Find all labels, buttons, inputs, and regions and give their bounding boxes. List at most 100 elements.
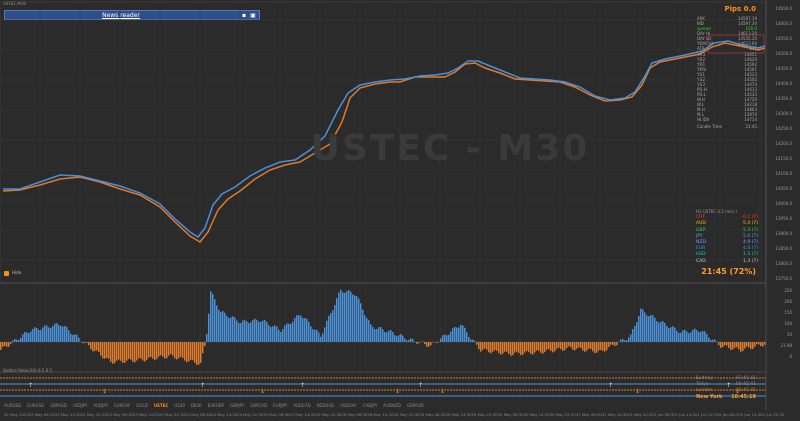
symbol-tab[interactable]: US30 [174,403,185,408]
date-tick: 26 May 22:30 [393,412,420,417]
price-axis-tick: 14500.0 [775,51,792,56]
level-row: Y.PIV 14561 [697,67,757,72]
strength-value: 4.9 (7) [743,240,758,246]
level-value: 14620 [744,57,757,62]
date-tick: 26 May 06:30 [341,412,368,417]
strength-label: NZD [696,240,706,246]
date-tick: 30 May 06:30 [497,412,524,417]
price-axis-tick: 14550.0 [775,36,792,41]
session-arrow: ↑ [28,382,33,389]
symbol-tab[interactable]: AUDJPY [93,403,109,408]
level-row: W.L 14218 [697,102,757,107]
session-highlight-time: 10:45:18 [731,394,756,400]
session-arrow: ↑ [726,382,731,389]
info-value: 100.0 [745,26,757,31]
symbol-tab[interactable]: GBPAUD [406,403,424,408]
level-value: 14863 [744,107,757,112]
info-label: ATR [697,46,705,51]
price-axis-tick: 13850.0 [775,246,792,251]
level-row: M.H 14863 [697,107,757,112]
session-value: 15:45:41 [735,388,756,393]
info-label: BID [697,21,705,26]
date-tick: 31 May 06:30 [575,412,602,417]
price-axis-tick: 14000.0 [775,201,792,206]
date-tick: 30 May 22:30 [549,412,576,417]
date-tick: 24 May 14:30 [211,412,238,417]
level-value: 14714 [744,117,757,122]
candle-time-panel: Candle Time 21:45 [697,124,757,129]
strength-row: EUR 4.6 (7) [696,246,758,252]
minimize-icon[interactable]: ▪ [241,12,247,19]
level-label: W.H [697,97,705,102]
info-row: YDAY HI 14623.60 [697,41,757,46]
strength-row: CAD 1.3 (7) [696,259,758,265]
price-axis-tick: 14600.0 [775,21,792,26]
symbol-tab[interactable]: EURGBP [207,403,225,408]
price-axis-tick: 14650.0 [775,6,792,11]
symbol-watermark: USTEC - M30 [310,128,590,169]
symbol-tab[interactable]: NZDUSD [316,403,335,408]
strength-label: AUD [696,221,706,227]
level-row: Y.S2 14502 [697,77,757,82]
level-label: Y.R3 [697,52,706,57]
level-label: Y.PIV [697,67,707,72]
symbol-tab[interactable]: GBPJPY [230,403,245,408]
currency-strength-panel: H1 USTEC 4.3 (min.) CHF -0.1 (7) AUD 5.4 (7… [696,209,758,265]
info-label: ASK [697,16,705,21]
symbol-tab[interactable]: EURCHF [114,403,131,408]
info-value: 14623.60 [737,41,757,46]
session-label: London [696,388,713,393]
moving-average-orange-line [2,42,766,243]
strength-label: USD [696,252,706,258]
session-arrow: ↓ [635,388,640,395]
strength-value: 5.3 (7) [743,227,758,233]
session-arrow: ↑ [418,382,423,389]
hide-toggle-icon[interactable] [4,270,9,276]
indicator-axis-tick: 200 [784,299,792,304]
price-axis[interactable]: 14650.0 14600.0 14550.0 14500.0 14450.0 14400… [762,0,800,283]
symbol-tab[interactable]: AUDUSD [4,403,22,408]
symbol-tab[interactable]: AUDCAD [293,403,311,408]
hide-label[interactable]: Hide [12,270,22,275]
symbol-tab[interactable]: EURJPY [273,403,288,408]
symbol-tabs[interactable]: AUDUSD EURUSD GBPUSD USDJPY AUDJPY EURCHF GOLD… [0,402,766,410]
symbol-tab[interactable]: USTEC [153,403,169,408]
indicator-histogram [0,289,766,365]
hide-toggle[interactable]: Hide [4,270,21,276]
session-row: London 15:45:41 [696,388,756,394]
level-row: Y.S3 14474 [697,82,757,87]
news-reader-label[interactable]: News reader [102,12,140,19]
strength-label: CAD [696,258,706,264]
pips-readout: Pips 0.0 [724,5,756,13]
symbol-tab[interactable]: USDCHF [340,403,357,408]
news-reader-bar[interactable]: News reader ▪ ▣ [4,10,260,20]
level-value: 14533 [744,72,757,77]
symbol-tab[interactable]: USDJPY [72,403,88,408]
price-axis-tick: 13950.0 [775,216,792,221]
sessions-panel: Sydney 07:45:41 Tokyo 09:45:41 London 15:45:4… [696,376,756,400]
restore-icon[interactable]: ▣ [250,12,256,19]
symbol-tab[interactable]: GOLD [136,403,148,408]
symbol-tab[interactable]: GBPCAD [250,403,268,408]
price-axis-tick: 14150.0 [775,156,792,161]
symbol-tab[interactable]: CADJPY [362,403,378,408]
strength-label: GBP [696,227,706,233]
level-row: Y.R1 14592 [697,62,757,67]
price-axis-tick: 14200.0 [775,141,792,146]
level-label: HI.IDX [697,117,710,122]
info-row: DAY HI 14613.20 [697,31,757,36]
date-tick: 29 May 14:30 [445,412,472,417]
symbol-tab[interactable]: DE40 [190,403,202,408]
symbol-tab[interactable]: EURUSD [27,403,45,408]
symbol-tab[interactable]: AUDNZD [383,403,401,408]
session-label: Tokyo [696,382,709,387]
highlight-box [707,34,765,54]
date-tick: 1 Jun 22:30 [697,412,720,417]
session-arrow: ↓ [440,388,445,395]
symbol-tab[interactable]: GBPUSD [50,403,67,408]
strength-header: H1 USTEC 4.3 (min.) [696,209,737,214]
level-row: PD.H 14613 [697,87,757,92]
price-axis-tick: 14250.0 [775,126,792,131]
info-row: spread 100.0 [697,26,757,31]
